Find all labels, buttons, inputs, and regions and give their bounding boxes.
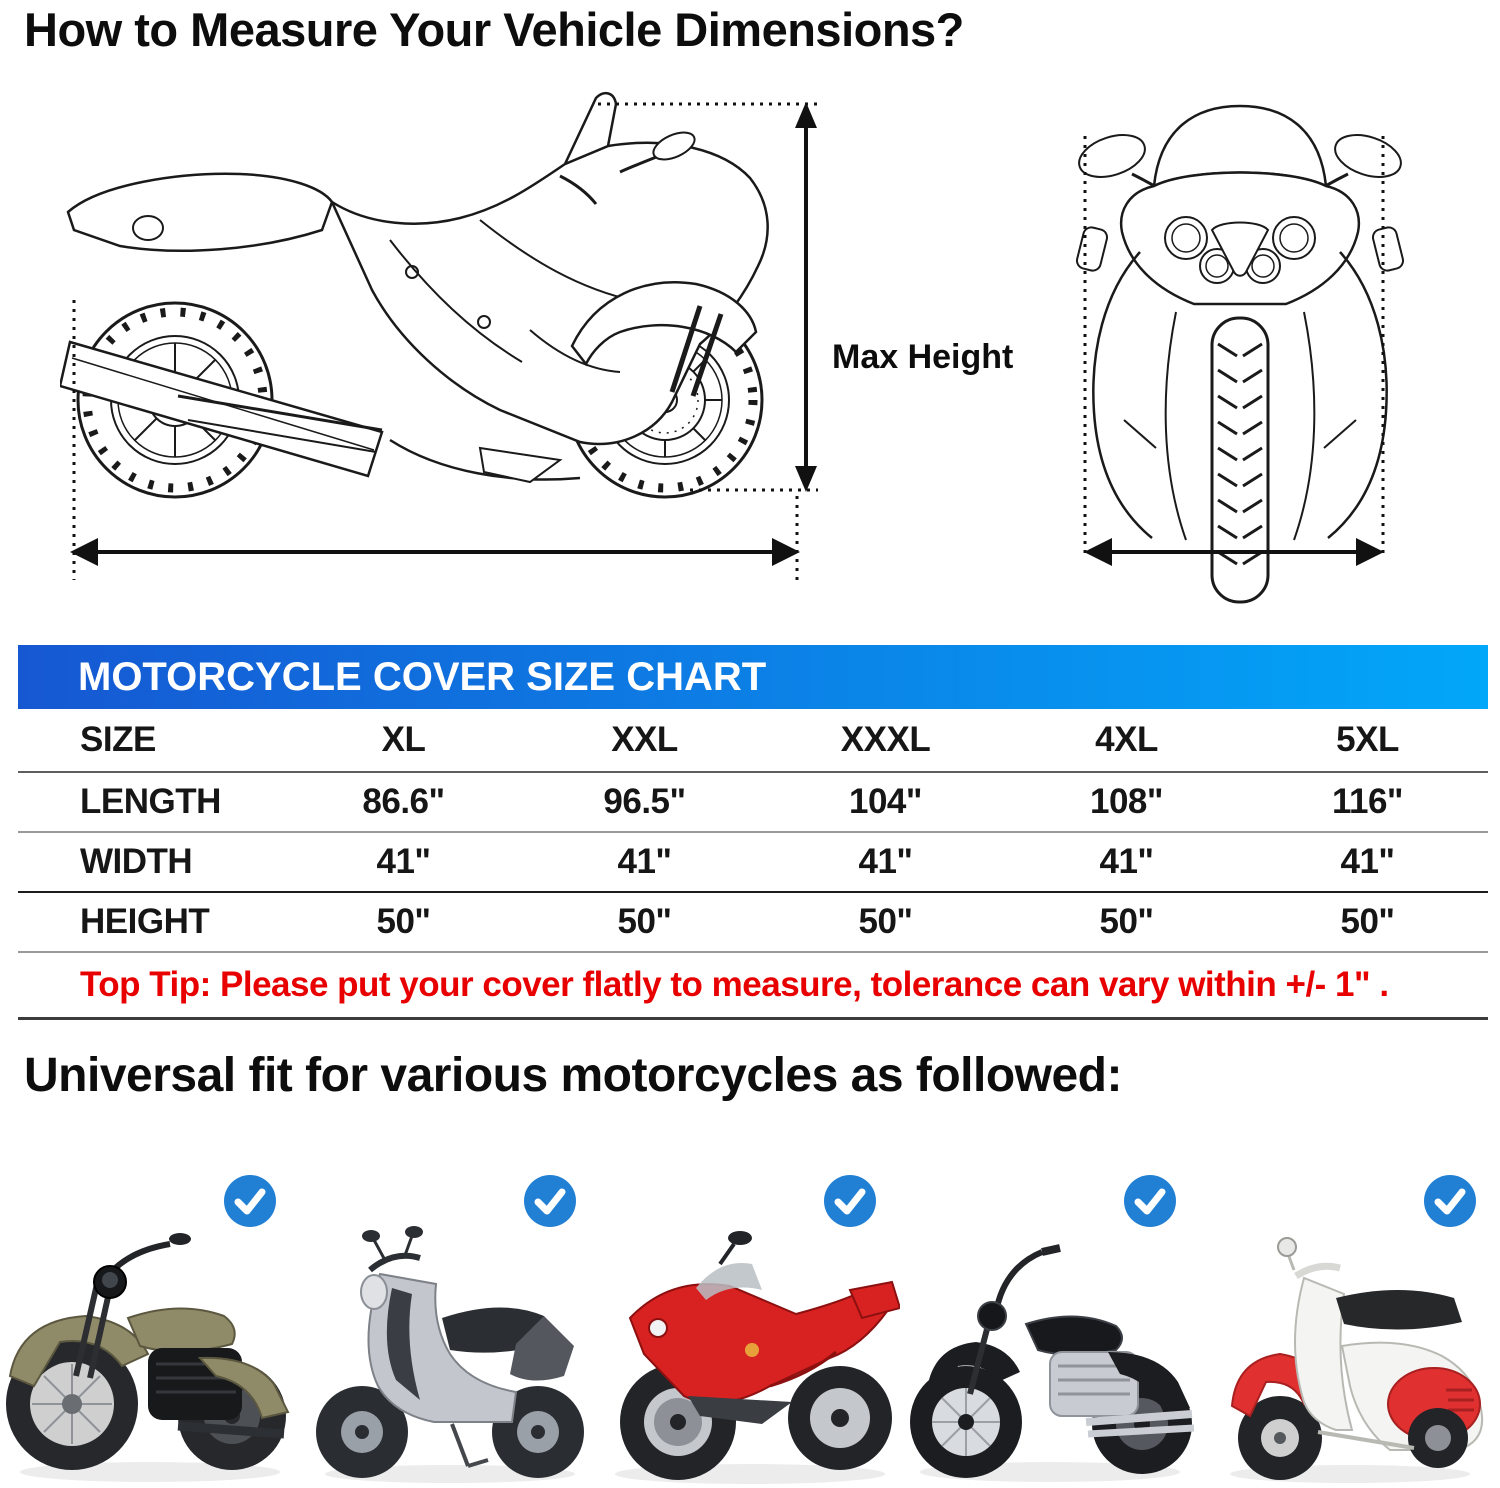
windscreen: [562, 91, 618, 167]
width-4xl: 41": [1099, 842, 1154, 881]
cruiser-bobber-photo: [6, 1233, 290, 1482]
mirror: [652, 131, 696, 161]
black-cruiser-photo: [910, 1244, 1195, 1482]
check-icon: [824, 1175, 876, 1227]
length-xxxl: 104": [849, 782, 923, 821]
left-mirror: [1078, 134, 1146, 178]
length-5xl: 116": [1331, 782, 1404, 821]
gallery-item-modern-scooter: [300, 1160, 600, 1488]
gallery-item-black-cruiser: [900, 1160, 1200, 1488]
width-xl: 41": [376, 842, 431, 881]
check-icon: [1424, 1175, 1476, 1227]
max-width-arrow: [1084, 538, 1384, 566]
height-xxl: 50": [617, 902, 672, 941]
height-xxxl: 50": [858, 902, 913, 941]
length-xxl: 96.5": [603, 782, 686, 821]
header-cell-4xl: 4XL: [1095, 720, 1158, 759]
row-label: WIDTH: [80, 842, 193, 881]
page-title: How to Measure Your Vehicle Dimensions?: [24, 3, 964, 56]
header-cell-5xl: 5XL: [1336, 720, 1399, 759]
length-4xl: 108": [1090, 782, 1164, 821]
vintage-scooter-photo: [1230, 1237, 1484, 1483]
motorcycle-side-view-drawing: [60, 91, 769, 499]
header-cell-xxxl: XXXL: [840, 720, 931, 759]
modern-scooter-photo: [316, 1226, 584, 1483]
size-chart-banner-title: MOTORCYCLE COVER SIZE CHART: [78, 654, 767, 699]
size-chart-header-row: SIZE XL XXL XXXL 4XL 5XL: [18, 709, 1488, 773]
gallery-item-vintage-scooter: [1200, 1160, 1500, 1488]
width-xxl: 41": [617, 842, 672, 881]
gallery-item-sport-bike: [600, 1160, 900, 1488]
top-tip-text: Top Tip: Please put your cover flatly to…: [80, 965, 1389, 1004]
front-fender: [570, 281, 758, 367]
size-chart-banner: MOTORCYCLE COVER SIZE CHART: [18, 645, 1488, 709]
width-5xl: 41": [1340, 842, 1395, 881]
motorcycle-gallery: [0, 1160, 1500, 1488]
max-height-arrow: [795, 102, 817, 492]
length-xl: 86.6": [362, 782, 445, 821]
size-chart-tip-row: Top Tip: Please put your cover flatly to…: [18, 953, 1488, 1020]
dimension-arrows: [70, 102, 1385, 580]
fairing-body: [329, 141, 769, 446]
check-icon: [524, 1175, 576, 1227]
size-chart-row-width: WIDTH 41" 41" 41" 41" 41": [18, 833, 1488, 893]
max-height-label: Max Height: [832, 338, 1014, 376]
check-icon: [224, 1175, 276, 1227]
nose-emblem: [1210, 221, 1270, 277]
header-cell-xl: XL: [381, 720, 426, 759]
height-4xl: 50": [1099, 902, 1154, 941]
row-label: LENGTH: [80, 782, 221, 821]
motorcycle-front-view-drawing: [1075, 104, 1405, 604]
measurement-diagram-section: Max Height Max Length Max Width: [0, 80, 1500, 680]
size-chart: MOTORCYCLE COVER SIZE CHART SIZE XL XXL …: [18, 645, 1488, 1020]
row-label: HEIGHT: [80, 902, 210, 941]
sport-bike-photo: [615, 1231, 900, 1484]
check-icon: [1124, 1175, 1176, 1227]
gallery-item-cruiser-bobber: [0, 1160, 300, 1488]
size-chart-row-length: LENGTH 86.6" 96.5" 104" 108" 116": [18, 773, 1488, 833]
header-cell-size: SIZE: [80, 720, 156, 759]
header-cell-xxl: XXL: [611, 720, 678, 759]
gallery-heading: Universal fit for various motorcycles as…: [24, 1049, 1122, 1102]
max-length-arrow: [70, 538, 800, 566]
height-5xl: 50": [1340, 902, 1395, 941]
size-chart-row-height: HEIGHT 50" 50" 50" 50" 50": [18, 893, 1488, 953]
exhaust-muffler: [60, 340, 384, 478]
height-xl: 50": [376, 902, 431, 941]
width-xxxl: 41": [858, 842, 913, 881]
